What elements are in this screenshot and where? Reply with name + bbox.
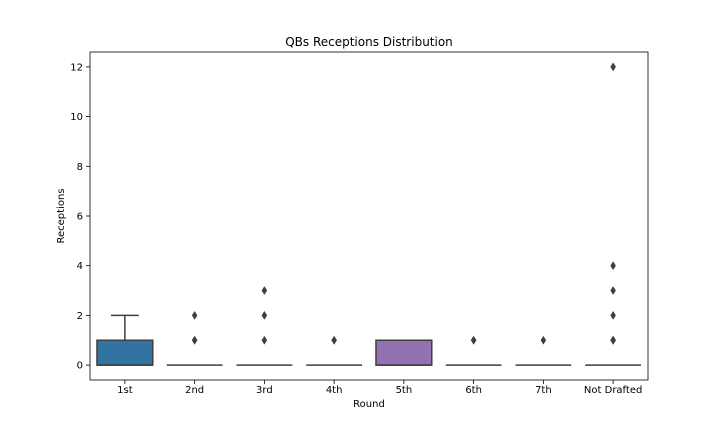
y-tick-label: 6 — [77, 212, 83, 223]
y-tick-label: 2 — [77, 311, 83, 322]
outlier-point — [610, 261, 616, 271]
x-tick-label: 2nd — [185, 385, 204, 396]
x-axis-label: Round — [353, 399, 385, 410]
x-tick-label: 6th — [465, 385, 482, 396]
outlier-point — [610, 62, 616, 72]
outlier-point — [610, 310, 616, 320]
plot-frame — [89, 51, 649, 381]
x-tick-label: Not Drafted — [584, 385, 642, 396]
x-tick-label: 3rd — [256, 385, 273, 396]
y-tick-label: 0 — [77, 361, 83, 372]
box — [375, 339, 433, 366]
outlier-point — [261, 335, 268, 345]
outlier-point — [261, 286, 268, 296]
outlier-point — [610, 335, 616, 345]
y-axis-label: Receptions — [56, 188, 67, 243]
y-tick-label: 4 — [77, 261, 83, 272]
outlier-point — [540, 335, 547, 345]
outlier-point — [191, 335, 198, 345]
chart-title: QBs Receptions Distribution — [285, 35, 453, 49]
y-tick-label: 10 — [70, 112, 83, 123]
y-tick-label: 8 — [77, 162, 83, 173]
outlier-point — [191, 310, 198, 320]
x-tick-label: 5th — [396, 385, 413, 396]
x-tick-label: 7th — [535, 385, 552, 396]
plot-area: 0 2 4 6 8 10 12 1st 2nd 3rd 4th 5th 6th 7th Not Drafte… — [70, 51, 649, 396]
x-tick-label: 1st — [117, 385, 133, 396]
outlier-point — [331, 335, 337, 345]
x-tick-label: 4th — [326, 385, 343, 396]
outlier-point — [610, 286, 616, 296]
box — [96, 339, 154, 366]
y-tick-label: 12 — [70, 62, 83, 73]
outlier-point — [261, 310, 268, 320]
outlier-point — [470, 335, 477, 345]
